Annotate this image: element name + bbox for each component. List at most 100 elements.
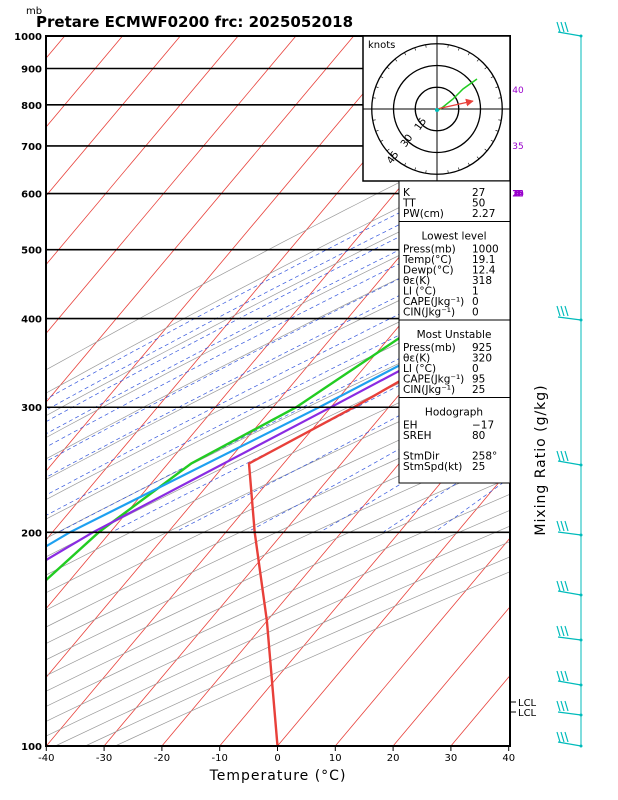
hodograph-tick — [386, 148, 390, 152]
wind-barb — [556, 731, 583, 748]
most-unstable-label: LI (°C) — [403, 363, 436, 375]
barb-dot — [579, 34, 583, 38]
hodograph-tick — [425, 44, 427, 48]
barb-flag — [560, 700, 565, 712]
barb-flag — [560, 450, 565, 462]
hodograph-index-label: SREH — [403, 430, 432, 442]
wind-barb — [556, 21, 583, 38]
most-unstable-header: Most Unstable — [417, 329, 492, 341]
moist-adiabat — [46, 278, 510, 516]
lowest-level-value: 1 — [472, 286, 479, 298]
most-unstable-label: CIN(Jkg⁻¹) — [403, 384, 455, 396]
dry-adiabat — [46, 290, 510, 520]
lowest-level-label: Press(mb) — [403, 244, 456, 256]
hodograph-index-label: EH — [403, 420, 418, 432]
index-label: PW(cm) — [403, 208, 444, 220]
hodograph-tick — [414, 167, 416, 171]
barb-staff — [557, 590, 582, 596]
wind-barb — [556, 450, 583, 467]
barb-staff — [557, 316, 582, 321]
barb-flag — [556, 700, 561, 712]
hodograph-index-value: 25 — [472, 461, 485, 473]
most-unstable-label: CAPE(Jkg⁻¹) — [403, 374, 464, 386]
dry-adiabat — [46, 370, 510, 594]
most-unstable-value: 0 — [472, 363, 479, 375]
dry-adiabat — [46, 407, 510, 628]
barb-flag — [556, 580, 561, 592]
index-label: TT — [402, 198, 416, 210]
wind-barb — [556, 625, 583, 642]
isotherm — [0, 21, 20, 762]
lcl-label: LCL — [518, 698, 537, 709]
mixing-ratio-label: 3 — [515, 190, 521, 200]
mixing-ratio-label: 40 — [512, 86, 524, 96]
most-unstable-label: Press(mb) — [403, 342, 456, 354]
barb-flag — [556, 520, 561, 532]
isotherm — [46, 36, 413, 472]
moist-adiabat — [46, 258, 510, 496]
moist-adiabat — [46, 208, 510, 448]
virtual-line — [46, 306, 510, 548]
mixing-ratio-label: 25 — [512, 190, 523, 200]
dry-adiabat — [46, 126, 510, 371]
hodograph-tick — [458, 47, 460, 51]
x-tick-label: 20 — [387, 753, 400, 764]
barb-dot — [579, 638, 583, 642]
dry-adiabat — [46, 425, 510, 644]
index-label: K — [403, 187, 411, 199]
hodograph-ring — [414, 86, 460, 132]
lowest-level-header: Lowest level — [421, 231, 486, 243]
pressure-tick-label: 500 — [21, 246, 42, 257]
lowest-level-value: 0 — [472, 296, 479, 308]
barb-dot — [579, 713, 583, 717]
lcl-label: LCL — [518, 708, 537, 719]
isotherm — [219, 399, 510, 746]
hodograph-tick — [380, 139, 384, 142]
dry-adiabat — [85, 556, 510, 746]
isotherm — [46, 36, 297, 335]
isotherm — [508, 743, 510, 746]
x-axis-label: Temperature (°C) — [209, 768, 347, 784]
moist-adiabat — [46, 157, 510, 400]
lowest-level-value: 12.4 — [472, 265, 496, 277]
lowest-level-value: 19.1 — [472, 254, 495, 266]
hodograph-tick — [458, 167, 460, 171]
barb-staff — [557, 531, 582, 536]
isotherm — [46, 36, 124, 128]
sounding-series — [46, 266, 510, 746]
x-tick-label: -30 — [96, 753, 112, 764]
barb-flag — [560, 580, 565, 592]
moist-adiabat — [46, 223, 510, 462]
most-unstable-value: 25 — [472, 384, 485, 396]
mixing-ratio-label: 18 — [512, 190, 524, 200]
barb-flag — [556, 625, 561, 637]
dry-adiabat — [46, 269, 510, 501]
dry-adiabat — [46, 525, 510, 737]
index-value: 27 — [472, 187, 485, 199]
wind-barb — [556, 580, 583, 597]
pressure-tick-label: 700 — [21, 142, 42, 153]
hodograph-index-label: StmDir — [403, 451, 440, 463]
pressure-tick-label: 300 — [21, 403, 42, 414]
x-tick-label: 30 — [445, 753, 458, 764]
dry-adiabat — [46, 460, 510, 677]
most-unstable-value: 925 — [472, 342, 492, 354]
mixing-ratio-label: 12 — [512, 190, 523, 200]
hodograph-tick — [375, 86, 379, 88]
barb-flag — [556, 731, 561, 743]
dry-adiabat — [46, 224, 510, 460]
hodograph-tick — [375, 130, 379, 132]
hodograph-tick — [495, 130, 499, 132]
barb-flag — [556, 21, 561, 33]
hodograph-tick — [394, 156, 398, 160]
hodograph-units: knots — [368, 40, 395, 51]
wind-barbs — [556, 21, 583, 748]
temperature-line — [247, 316, 510, 746]
isotherm — [46, 193, 510, 746]
barb-flag — [560, 670, 565, 682]
dry-adiabat — [46, 477, 510, 692]
lowest-level-label: Temp(°C) — [402, 254, 452, 266]
wind-barb — [556, 700, 583, 717]
